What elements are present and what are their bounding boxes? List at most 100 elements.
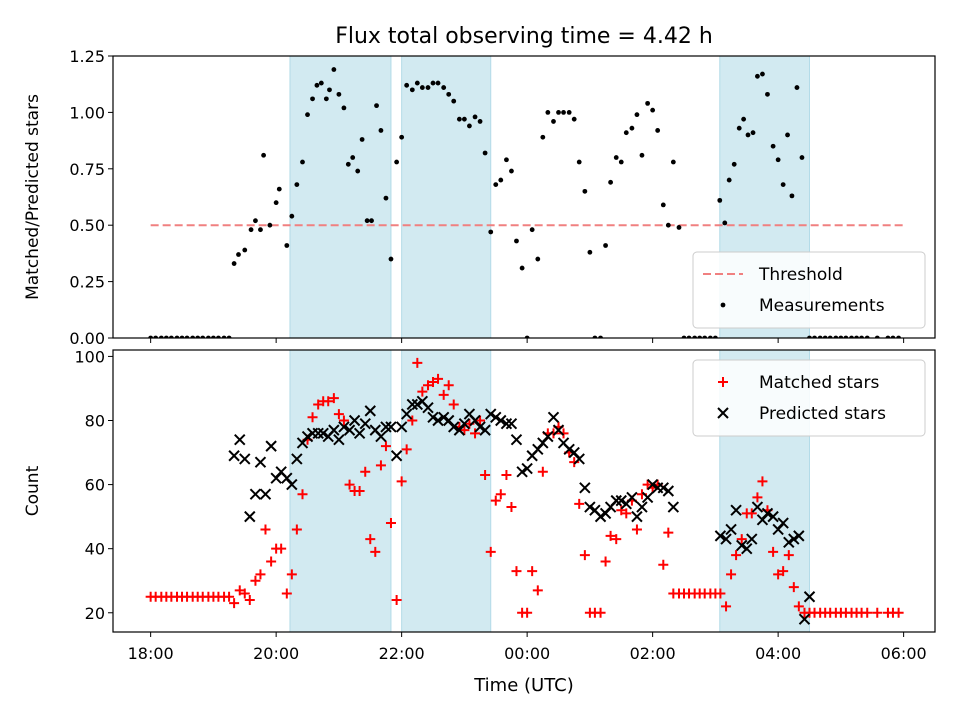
measurement-point [253, 218, 258, 224]
matched-star-marker [731, 550, 742, 561]
matched-star-marker [715, 588, 726, 599]
matched-star-marker [401, 444, 412, 455]
y-axis-title: Count [23, 465, 43, 516]
measurement-point [378, 128, 384, 133]
measurement-point [414, 80, 420, 86]
predicted-star-marker [390, 450, 403, 462]
matched-star-marker [391, 594, 402, 605]
predicted-star-marker [490, 411, 502, 424]
measurement-point [775, 157, 781, 163]
matched-star-marker [338, 415, 349, 426]
measurement-point [394, 159, 400, 165]
measurement-point [258, 227, 263, 233]
y-tick-label: 0.25 [69, 273, 105, 292]
predicted-star-marker [646, 478, 659, 491]
predicted-star-marker [301, 430, 314, 443]
matched-star-marker [726, 569, 737, 580]
predicted-star-marker [636, 501, 648, 513]
measurement-point [359, 137, 365, 142]
predicted-star-marker [353, 427, 366, 440]
matched-star-marker [480, 469, 491, 480]
x-tick-label: 02:00 [630, 644, 676, 663]
measurement-point [399, 134, 405, 140]
predicted-star-marker [448, 421, 460, 433]
matched-star-marker [783, 550, 794, 561]
matched-star-marker [323, 396, 334, 407]
y-tick-label: 20 [85, 604, 105, 623]
predicted-star-marker [400, 408, 413, 420]
matched-star-marker [224, 591, 235, 602]
predicted-star-marker [720, 533, 732, 545]
measurement-point [355, 168, 361, 174]
x-tick-label: 20:00 [253, 644, 299, 663]
measurement-point [629, 125, 635, 131]
measurement-point [327, 87, 332, 93]
matched-star-marker [333, 409, 344, 420]
matched-star-marker [286, 569, 297, 580]
matched-star-marker [266, 556, 277, 567]
predicted-star-marker [317, 427, 329, 440]
predicted-star-marker [573, 453, 585, 465]
matched-star-marker [255, 569, 266, 580]
matched-star-marker [757, 476, 768, 487]
measurement-point [556, 110, 561, 115]
matched-star-marker [428, 377, 439, 388]
predicted-star-marker [359, 417, 371, 430]
measurement-point [289, 213, 295, 219]
y-tick-label: 0.00 [69, 329, 105, 348]
x-tick-label: 00:00 [504, 644, 550, 663]
matched-star-marker [527, 566, 538, 577]
measurement-point [435, 80, 441, 86]
measurement-point [345, 161, 351, 167]
y-tick-label: 0.75 [69, 160, 105, 179]
matched-star-marker [522, 607, 533, 618]
measurement-point [472, 114, 478, 120]
measurement-point [323, 96, 329, 102]
predicted-star-marker [516, 466, 528, 478]
measurement-point [300, 159, 305, 165]
matched-star-marker [328, 393, 339, 404]
matched-star-marker [485, 546, 496, 557]
predicted-star-marker [385, 421, 397, 433]
measurement-point [369, 218, 374, 224]
predicted-star-marker [479, 424, 491, 436]
matched-star-marker [313, 399, 324, 410]
predicted-star-marker [510, 434, 523, 446]
measurement-point [780, 182, 786, 187]
predicted-star-marker [328, 424, 340, 436]
measurement-point [561, 110, 566, 115]
observing-band-1 [289, 349, 392, 633]
matched-star-marker [360, 466, 371, 477]
measurement-point [535, 256, 541, 262]
matched-star-marker [893, 607, 904, 618]
predicted-star-marker [641, 491, 654, 504]
matched-star-marker [642, 479, 653, 490]
x-tick-label: 06:00 [881, 644, 927, 663]
matched-star-marker [490, 495, 501, 506]
measurement-point [587, 249, 593, 255]
measurement-point [364, 218, 370, 224]
predicted-star-marker [667, 501, 680, 513]
measurement-point [498, 177, 504, 183]
matched-star-marker [470, 428, 481, 439]
matched-star-marker [793, 601, 804, 612]
legend-label: Measurements [759, 296, 885, 316]
measurement-point [566, 110, 572, 115]
measurement-point [294, 182, 300, 187]
measurement-point [655, 128, 661, 133]
matched-star-marker [605, 530, 616, 541]
predicted-star-marker [474, 421, 486, 433]
measurement-point [582, 188, 588, 194]
measurement-point [488, 229, 494, 235]
predicted-star-marker [380, 421, 392, 433]
matched-star-marker [250, 575, 261, 586]
legend-label: Matched stars [759, 373, 879, 393]
matched-star-marker [537, 466, 548, 477]
matched-star-marker [595, 607, 606, 618]
predicted-star-marker [406, 398, 419, 411]
matched-star-marker [663, 527, 674, 538]
legend-label: Threshold [758, 265, 843, 285]
predicted-star-marker [610, 494, 622, 507]
measurement-point [314, 82, 320, 88]
